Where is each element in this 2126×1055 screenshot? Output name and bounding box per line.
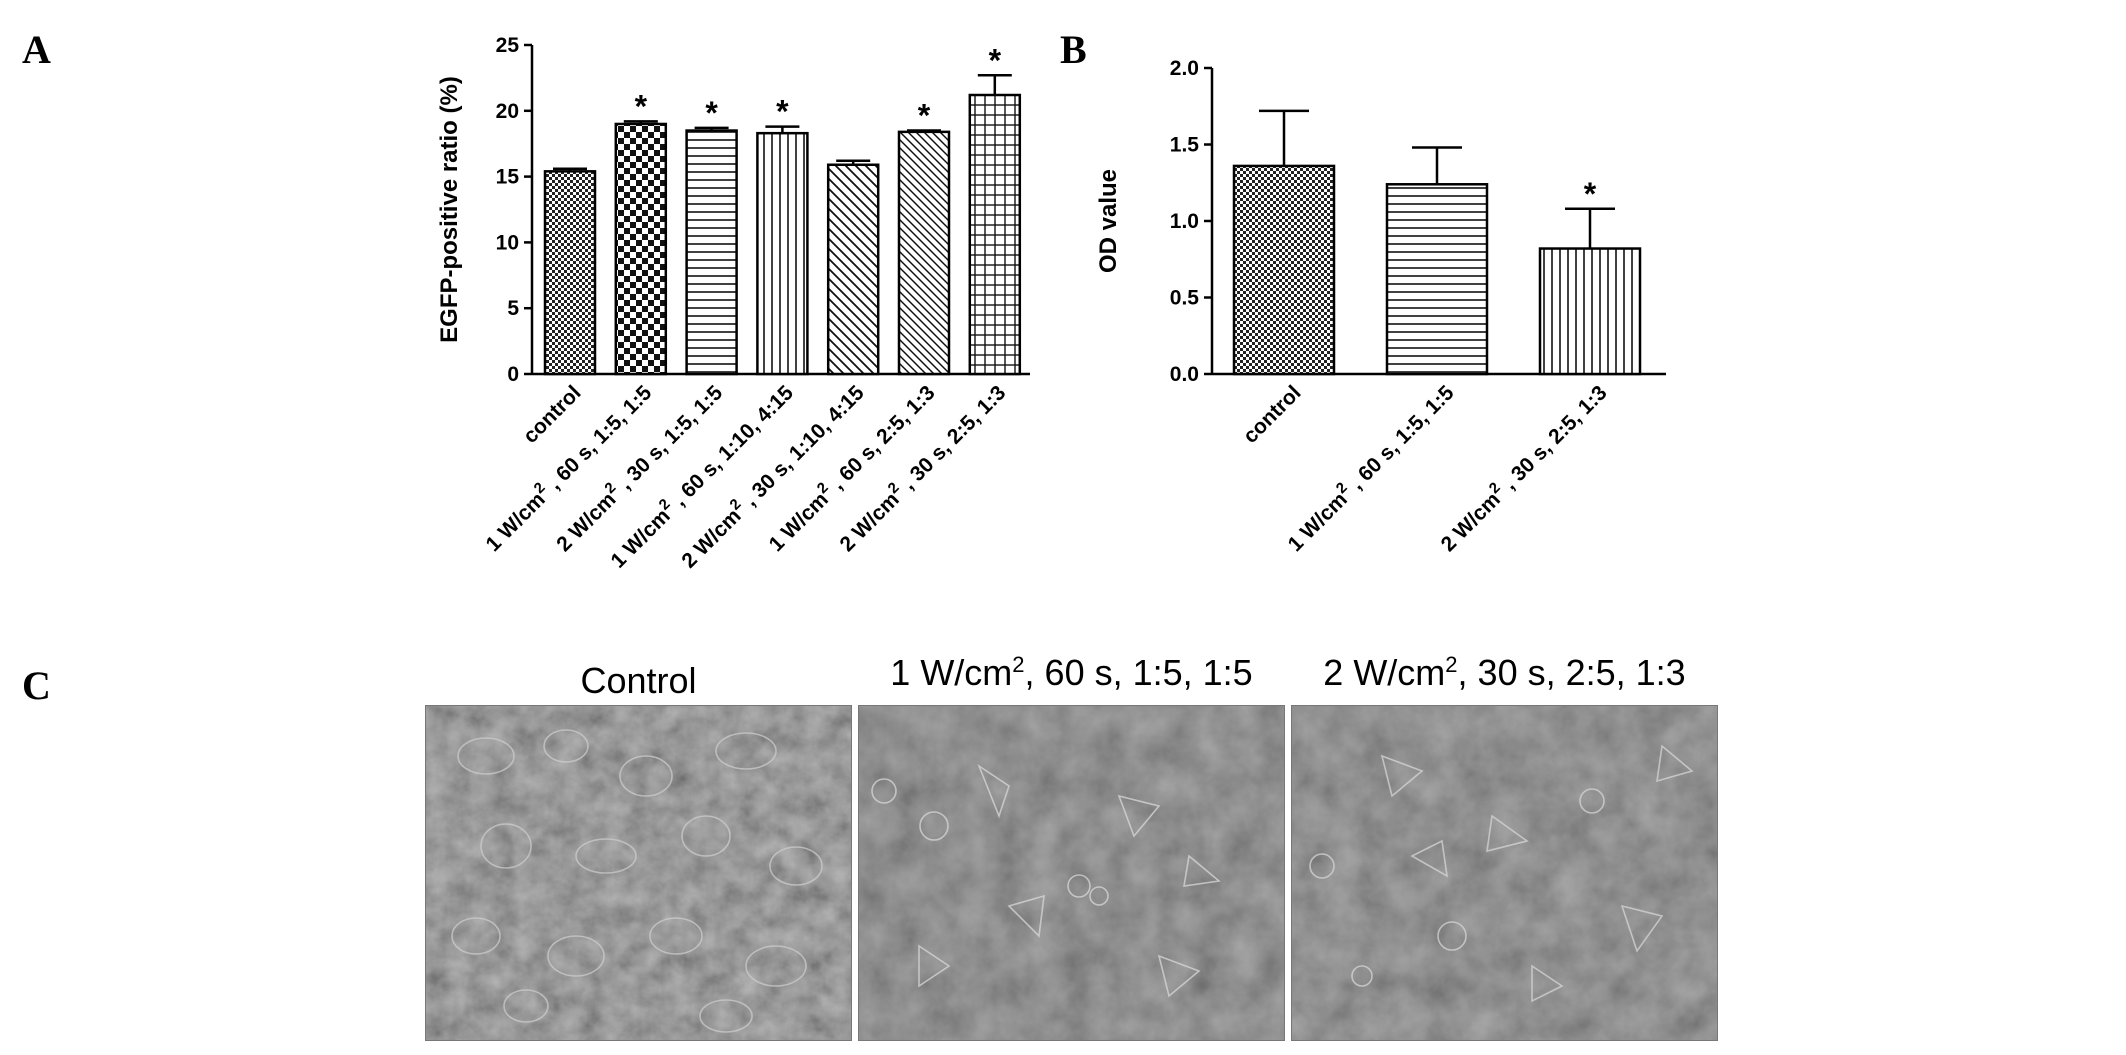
micrograph-1w-60s bbox=[858, 705, 1285, 1041]
significance-star: * bbox=[1584, 176, 1597, 212]
y-tick-label: 1.0 bbox=[1170, 210, 1199, 233]
y-tick-label: 0.0 bbox=[1170, 363, 1199, 386]
micrograph-title-1w: 1 W/cm2, 60 s, 1:5, 1:5 bbox=[890, 652, 1253, 693]
bar bbox=[614, 122, 668, 376]
significance-star: * bbox=[918, 98, 931, 134]
bar bbox=[826, 163, 880, 376]
x-category-label: control bbox=[1239, 381, 1306, 448]
panel-label-b: B bbox=[1060, 27, 1087, 72]
x-category-label: 2 W/cm2 , 30 s, 2:5, 1:3 bbox=[1434, 378, 1612, 556]
panel-label-c: C bbox=[22, 663, 51, 708]
y-tick-label: 5 bbox=[507, 297, 519, 320]
x-category-label: 1 W/cm2 , 60 s, 1:5, 1:5 bbox=[1281, 378, 1459, 556]
significance-star: * bbox=[705, 95, 718, 131]
bar bbox=[1538, 247, 1642, 376]
bar bbox=[756, 131, 809, 376]
y-tick-label: 10 bbox=[496, 231, 519, 254]
significance-star: * bbox=[989, 42, 1002, 78]
bar bbox=[1232, 164, 1336, 376]
bar bbox=[897, 130, 951, 376]
y-tick-label: 25 bbox=[496, 34, 520, 57]
y-tick-label: 20 bbox=[496, 100, 519, 123]
x-category-label: control bbox=[519, 381, 586, 448]
bar bbox=[685, 129, 738, 376]
bar bbox=[1385, 183, 1489, 376]
micrograph-2w-30s bbox=[1291, 705, 1718, 1041]
y-tick-label: 1.5 bbox=[1170, 134, 1200, 157]
y-tick-label: 2.0 bbox=[1170, 57, 1199, 80]
bar bbox=[968, 93, 1022, 376]
y-tick-label: 0.5 bbox=[1170, 287, 1200, 310]
micrograph-control bbox=[425, 705, 852, 1041]
y-tick-label: 0 bbox=[507, 363, 519, 386]
y-axis-title: OD value bbox=[1095, 169, 1122, 273]
significance-star: * bbox=[635, 88, 648, 124]
micrograph-title-2w: 2 W/cm2, 30 s, 2:5, 1:3 bbox=[1323, 652, 1686, 693]
y-axis-title: EGFP-positive ratio (%) bbox=[436, 76, 463, 343]
y-tick-label: 15 bbox=[496, 166, 520, 189]
bar bbox=[543, 170, 597, 376]
significance-star: * bbox=[776, 94, 789, 130]
micrograph-title-control: Control bbox=[580, 660, 697, 701]
panel-label-a: A bbox=[22, 27, 51, 72]
chart-a-egfp-ratio: 0 5 10 15 20 25 EGFP-positive ratio (%) control… bbox=[436, 34, 1030, 573]
